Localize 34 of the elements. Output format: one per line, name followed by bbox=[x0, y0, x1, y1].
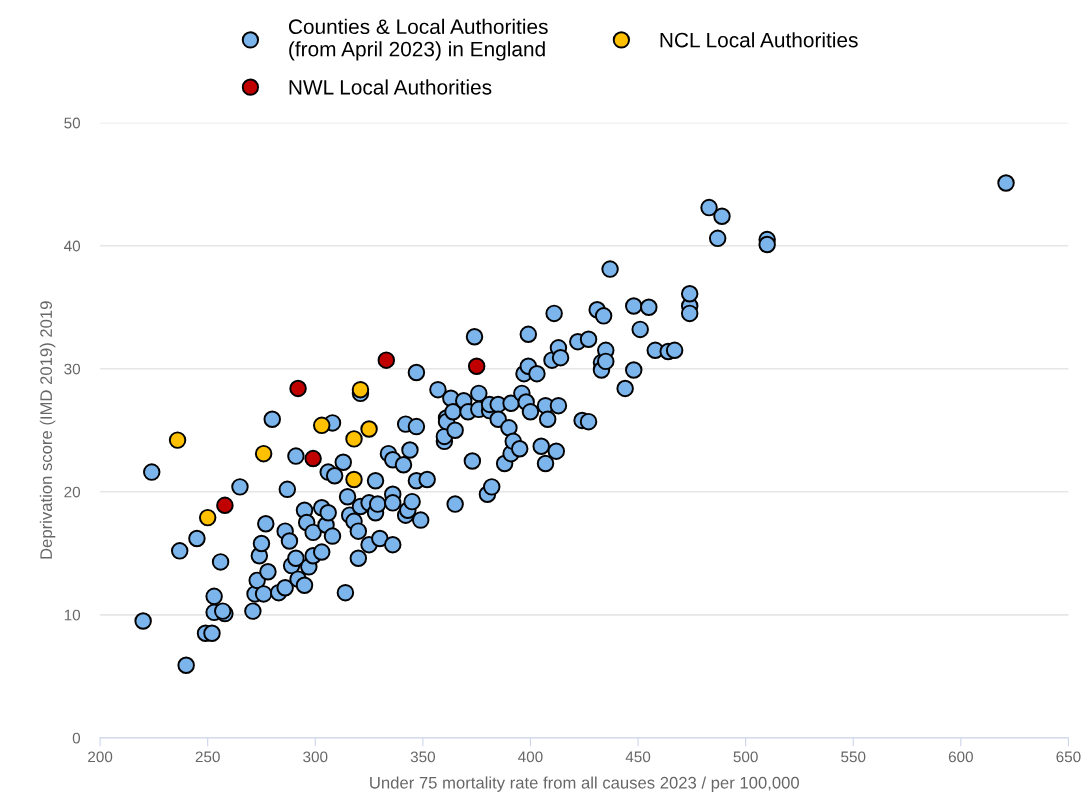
x-tick-label: 650 bbox=[1056, 751, 1081, 763]
point bbox=[345, 430, 363, 448]
point bbox=[467, 357, 486, 376]
point bbox=[216, 496, 234, 515]
point bbox=[351, 380, 370, 399]
point bbox=[360, 420, 378, 438]
point bbox=[254, 444, 273, 463]
y-axis-title: Deprivation score (IMD 2019) 2019 bbox=[39, 301, 56, 559]
y-tick-label: 30 bbox=[64, 363, 81, 375]
x-axis-title: Under 75 mortality rate from all causes 2023 / per 100,000 bbox=[370, 776, 800, 792]
legend-label: NCL Local Authorities bbox=[660, 32, 858, 48]
x-tick-label: 250 bbox=[195, 751, 220, 763]
y-tick-label: 40 bbox=[64, 240, 81, 252]
point bbox=[198, 508, 217, 527]
x-tick-label: 500 bbox=[733, 751, 758, 763]
point bbox=[304, 449, 322, 468]
y-tick-label: 50 bbox=[64, 117, 81, 129]
x-tick-label: 300 bbox=[303, 751, 328, 763]
point bbox=[313, 416, 331, 435]
y-tick-label: 0 bbox=[72, 732, 81, 744]
x-tick-label: 200 bbox=[88, 751, 113, 763]
x-tick-label: 450 bbox=[625, 751, 651, 763]
point bbox=[289, 379, 307, 398]
y-tick-label: 20 bbox=[64, 486, 81, 498]
legend-label: Counties & Local Authorities (from April 2023) in England bbox=[288, 18, 548, 61]
y-tick-label: 10 bbox=[64, 609, 81, 621]
point bbox=[168, 431, 187, 449]
legend-label: NWL Local Authorities bbox=[289, 79, 492, 95]
x-tick-label: 350 bbox=[410, 751, 436, 763]
point bbox=[345, 470, 363, 489]
point bbox=[377, 351, 396, 369]
x-tick-label: 400 bbox=[518, 751, 543, 763]
x-tick-label: 550 bbox=[841, 751, 866, 763]
x-tick-label: 600 bbox=[948, 751, 973, 763]
